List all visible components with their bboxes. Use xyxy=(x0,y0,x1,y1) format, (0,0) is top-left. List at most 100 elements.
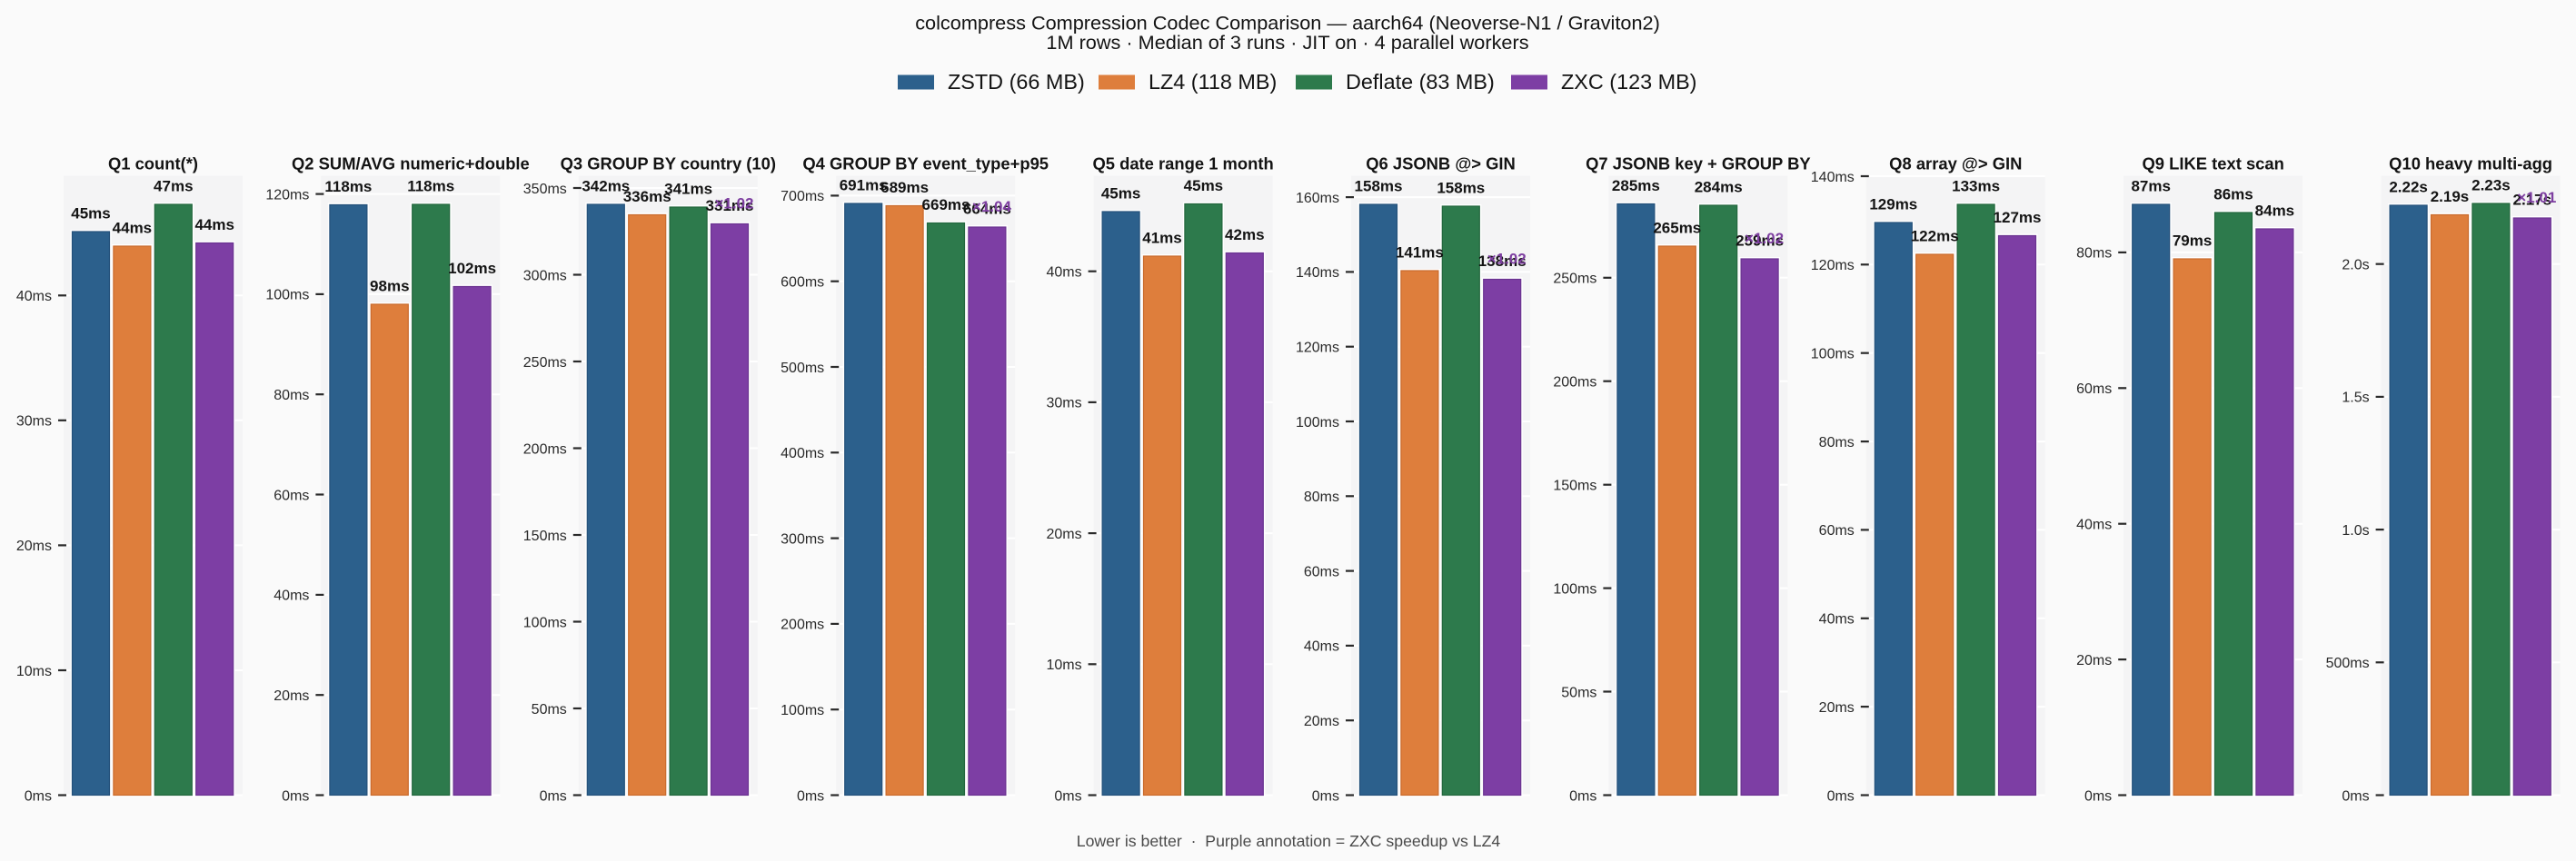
svg-text:84ms: 84ms xyxy=(2255,203,2294,220)
svg-text:LZ4 (118 MB): LZ4 (118 MB) xyxy=(1149,70,1277,94)
svg-text:100ms: 100ms xyxy=(523,615,567,630)
svg-text:60ms: 60ms xyxy=(1819,523,1855,539)
svg-text:140ms: 140ms xyxy=(1811,170,1855,185)
svg-text:×1.02: ×1.02 xyxy=(1745,230,1784,247)
svg-text:0ms: 0ms xyxy=(2342,788,2369,804)
svg-text:0ms: 0ms xyxy=(282,788,309,804)
svg-text:0ms: 0ms xyxy=(25,788,52,804)
svg-text:300ms: 300ms xyxy=(523,268,567,283)
svg-text:60ms: 60ms xyxy=(1304,564,1339,579)
svg-text:350ms: 350ms xyxy=(523,182,567,197)
svg-text:87ms: 87ms xyxy=(2131,178,2170,195)
svg-text:20ms: 20ms xyxy=(274,688,309,704)
svg-text:120ms: 120ms xyxy=(265,187,309,203)
svg-text:47ms: 47ms xyxy=(154,178,193,195)
svg-text:160ms: 160ms xyxy=(1296,191,1339,206)
svg-text:133ms: 133ms xyxy=(1952,178,2000,195)
svg-text:Lower is better · Purple ann: Lower is better · Purple annotation = ZX… xyxy=(1077,832,1501,850)
svg-text:150ms: 150ms xyxy=(523,529,567,544)
svg-text:100ms: 100ms xyxy=(781,703,824,718)
svg-text:Q8 array @> GIN: Q8 array @> GIN xyxy=(1889,154,2022,173)
svg-text:60ms: 60ms xyxy=(2076,381,2112,397)
svg-text:Q7 JSONB key + GROUP BY: Q7 JSONB key + GROUP BY xyxy=(1586,154,1811,173)
svg-text:0ms: 0ms xyxy=(540,788,567,804)
svg-text:41ms: 41ms xyxy=(1142,230,1181,247)
svg-text:100ms: 100ms xyxy=(265,288,309,303)
svg-text:×1.04: ×1.04 xyxy=(972,198,1012,215)
svg-text:129ms: 129ms xyxy=(1869,196,1917,213)
svg-text:341ms: 341ms xyxy=(664,181,712,198)
svg-text:0ms: 0ms xyxy=(1827,788,1855,804)
svg-text:331ms: 331ms xyxy=(706,197,754,214)
svg-text:284ms: 284ms xyxy=(1695,179,1743,196)
svg-text:120ms: 120ms xyxy=(1296,341,1339,356)
svg-text:40ms: 40ms xyxy=(2076,518,2112,533)
svg-text:20ms: 20ms xyxy=(1046,527,1081,542)
svg-text:50ms: 50ms xyxy=(532,702,567,718)
svg-text:Deflate (83 MB): Deflate (83 MB) xyxy=(1346,70,1495,94)
svg-text:ZSTD (66 MB): ZSTD (66 MB) xyxy=(948,70,1085,94)
svg-text:2.22s: 2.22s xyxy=(2389,179,2428,196)
svg-text:118ms: 118ms xyxy=(324,178,372,195)
svg-text:50ms: 50ms xyxy=(1561,685,1596,700)
svg-text:40ms: 40ms xyxy=(1304,639,1339,655)
svg-text:259ms: 259ms xyxy=(1736,233,1784,250)
svg-text:500ms: 500ms xyxy=(781,361,824,376)
svg-text:86ms: 86ms xyxy=(2213,186,2253,203)
svg-text:40ms: 40ms xyxy=(274,589,309,604)
svg-text:40ms: 40ms xyxy=(16,289,52,304)
svg-text:600ms: 600ms xyxy=(781,275,824,291)
svg-text:45ms: 45ms xyxy=(1101,185,1140,203)
svg-text:336ms: 336ms xyxy=(623,188,671,205)
svg-text:2.23s: 2.23s xyxy=(2472,177,2511,194)
svg-text:20ms: 20ms xyxy=(16,539,52,554)
svg-text:158ms: 158ms xyxy=(1355,178,1403,195)
svg-text:0ms: 0ms xyxy=(1312,788,1339,804)
svg-text:120ms: 120ms xyxy=(1811,258,1855,273)
svg-text:40ms: 40ms xyxy=(1819,612,1855,628)
svg-text:118ms: 118ms xyxy=(407,178,454,195)
svg-text:250ms: 250ms xyxy=(1553,272,1596,287)
svg-text:102ms: 102ms xyxy=(448,260,496,277)
svg-text:×1.01: ×1.01 xyxy=(2517,189,2556,206)
svg-text:200ms: 200ms xyxy=(523,441,567,457)
svg-text:700ms: 700ms xyxy=(781,189,824,204)
svg-text:80ms: 80ms xyxy=(274,388,309,403)
svg-text:400ms: 400ms xyxy=(781,446,824,461)
svg-text:Q4 GROUP BY event_type+p95: Q4 GROUP BY event_type+p95 xyxy=(802,154,1049,173)
svg-text:300ms: 300ms xyxy=(781,531,824,547)
svg-text:Q9 LIKE text scan: Q9 LIKE text scan xyxy=(2143,154,2284,173)
svg-text:2.17s: 2.17s xyxy=(2513,192,2552,209)
svg-text:Q5 date range 1 month: Q5 date range 1 month xyxy=(1092,154,1273,173)
svg-text:2.19s: 2.19s xyxy=(2431,188,2470,205)
svg-text:127ms: 127ms xyxy=(1994,209,2042,226)
svg-text:100ms: 100ms xyxy=(1296,415,1339,430)
svg-text:44ms: 44ms xyxy=(113,220,152,237)
svg-text:689ms: 689ms xyxy=(880,179,929,196)
svg-text:Q6 JSONB @> GIN: Q6 JSONB @> GIN xyxy=(1366,154,1516,173)
svg-text:141ms: 141ms xyxy=(1396,244,1444,262)
svg-text:250ms: 250ms xyxy=(523,355,567,371)
svg-text:2.0s: 2.0s xyxy=(2342,258,2369,273)
svg-text:1.5s: 1.5s xyxy=(2342,391,2369,406)
svg-text:Q10 heavy multi-agg: Q10 heavy multi-agg xyxy=(2389,154,2552,173)
svg-text:30ms: 30ms xyxy=(16,414,52,430)
svg-text:100ms: 100ms xyxy=(1811,347,1855,362)
svg-text:140ms: 140ms xyxy=(1296,265,1339,281)
svg-text:45ms: 45ms xyxy=(1184,177,1223,194)
svg-text:80ms: 80ms xyxy=(2076,246,2112,262)
svg-text:45ms: 45ms xyxy=(71,205,110,223)
svg-text:342ms: 342ms xyxy=(582,178,630,195)
svg-text:20ms: 20ms xyxy=(1819,700,1855,716)
svg-text:0ms: 0ms xyxy=(1054,788,1081,804)
svg-text:500ms: 500ms xyxy=(2326,656,2370,671)
svg-text:×1.02: ×1.02 xyxy=(714,195,753,213)
svg-text:664ms: 664ms xyxy=(963,201,1011,218)
svg-text:1M rows · Median of 3 runs · J: 1M rows · Median of 3 runs · JIT on · 4 … xyxy=(1046,31,1528,54)
svg-text:20ms: 20ms xyxy=(2076,653,2112,668)
svg-text:10ms: 10ms xyxy=(16,664,52,679)
svg-text:79ms: 79ms xyxy=(2173,233,2212,250)
svg-text:Q3 GROUP BY country (10): Q3 GROUP BY country (10) xyxy=(561,154,776,173)
svg-text:10ms: 10ms xyxy=(1046,658,1081,673)
svg-text:158ms: 158ms xyxy=(1437,180,1485,197)
